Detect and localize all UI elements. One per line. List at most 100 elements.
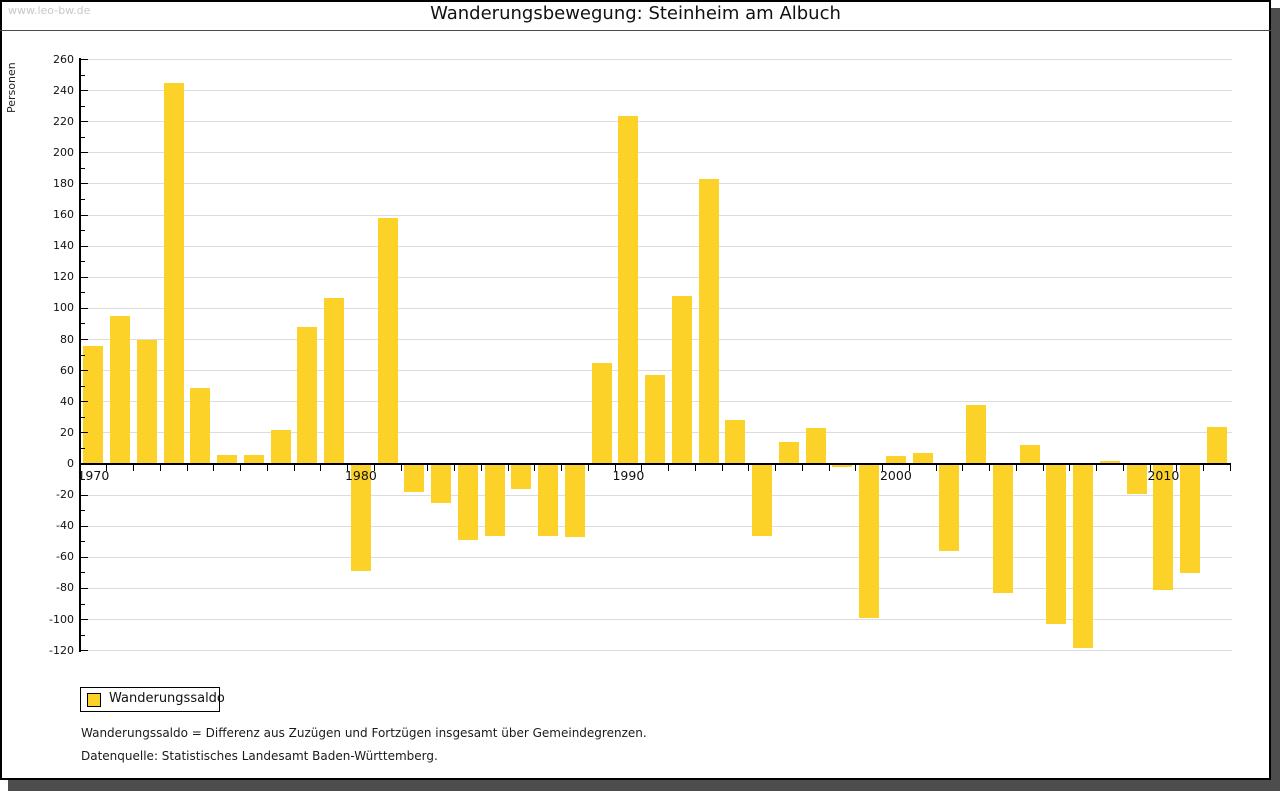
x-tick [106, 465, 108, 471]
bar-1974 [190, 387, 211, 464]
x-tick [694, 465, 696, 471]
x-tick-label: 2010 [1147, 468, 1180, 483]
bar-1994 [725, 420, 746, 464]
bar-1985 [484, 464, 505, 536]
y-tick [81, 121, 88, 123]
chart-window: www.leo-bw.de Wanderungsbewegung: Steinh… [0, 0, 1271, 780]
gridline [80, 339, 1233, 341]
bar-1987 [538, 464, 559, 536]
bar-1993 [698, 179, 719, 464]
y-tick [81, 261, 85, 263]
x-tick [641, 465, 643, 471]
y-tick [81, 183, 88, 185]
x-tick [908, 465, 910, 471]
y-tick [81, 650, 88, 652]
bar-2006 [1046, 464, 1067, 625]
y-tick [81, 276, 88, 278]
x-tick [1149, 465, 1151, 471]
gridline [80, 245, 1233, 247]
gridline [80, 650, 1233, 652]
bar-1979 [324, 297, 345, 464]
y-tick [81, 59, 88, 60]
y-tick [81, 167, 85, 169]
x-tick [668, 465, 669, 471]
gridline [80, 59, 1233, 60]
y-tick-label: 200 [53, 145, 74, 159]
window-shadow-bottom [8, 780, 1280, 791]
y-axis [79, 58, 81, 652]
x-tick [454, 465, 455, 471]
bar-1976 [243, 454, 264, 464]
gridline [80, 152, 1233, 154]
y-tick-label: -100 [49, 612, 74, 626]
y-tick-label: 60 [60, 363, 74, 377]
bar-1986 [511, 464, 532, 489]
y-tick-label: 20 [60, 425, 74, 439]
x-tick [159, 465, 161, 471]
y-tick [81, 619, 88, 621]
x-tick [79, 465, 81, 471]
bar-1978 [297, 327, 318, 464]
gridline [80, 556, 1233, 558]
y-tick [81, 494, 88, 496]
x-tick-label: 2000 [879, 468, 912, 483]
x-tick-label: 1990 [612, 468, 645, 483]
x-tick [213, 465, 215, 471]
x-tick [721, 465, 723, 471]
y-tick [81, 90, 88, 92]
y-tick [81, 587, 88, 589]
x-tick [186, 465, 188, 471]
y-tick [81, 479, 85, 481]
x-tick-label: 1970 [77, 468, 110, 483]
gridline [80, 587, 1233, 589]
gridline [80, 90, 1233, 92]
x-tick [1176, 465, 1178, 471]
x-tick [1069, 465, 1071, 471]
bar-1988 [564, 464, 585, 538]
y-tick [81, 136, 85, 138]
bar-1980 [350, 464, 371, 572]
x-axis [79, 463, 1232, 465]
y-axis-label: Personen [5, 62, 18, 113]
bar-1970 [83, 345, 104, 464]
bar-1998 [832, 464, 853, 468]
y-tick [81, 416, 85, 418]
bar-2000 [885, 456, 906, 464]
x-tick [989, 465, 990, 471]
y-tick [81, 199, 85, 201]
x-tick [266, 465, 268, 471]
x-tick [373, 465, 375, 471]
chart-title: Wanderungsbewegung: Steinheim am Albuch [430, 3, 841, 24]
y-tick [81, 230, 85, 232]
x-tick [828, 465, 830, 471]
bar-1973 [163, 82, 184, 464]
x-tick [427, 465, 429, 471]
y-tick-label: 80 [60, 332, 74, 346]
y-tick [81, 572, 85, 574]
bar-2010 [1153, 464, 1174, 591]
footnote-source: Datenquelle: Statistisches Landesamt Bad… [81, 749, 438, 763]
bar-1995 [752, 464, 773, 536]
x-tick [935, 465, 937, 471]
y-tick [81, 105, 85, 107]
y-tick [81, 339, 88, 341]
y-tick-label: 140 [53, 239, 74, 253]
x-tick [320, 465, 322, 471]
gridline [80, 276, 1233, 278]
x-tick [962, 465, 964, 471]
y-tick [81, 634, 85, 636]
bar-1981 [377, 218, 398, 464]
x-tick [133, 465, 134, 471]
gridline [80, 525, 1233, 527]
bar-2005 [1019, 445, 1040, 464]
y-tick [81, 556, 88, 558]
y-tick [81, 292, 85, 294]
legend-label: Wanderungssaldo [109, 691, 225, 706]
y-tick [81, 152, 88, 154]
y-tick [81, 245, 88, 247]
y-tick [81, 307, 88, 309]
bar-1996 [778, 442, 799, 464]
bar-1971 [110, 316, 131, 464]
gridline [80, 370, 1233, 372]
x-tick-label: 1980 [344, 468, 377, 483]
